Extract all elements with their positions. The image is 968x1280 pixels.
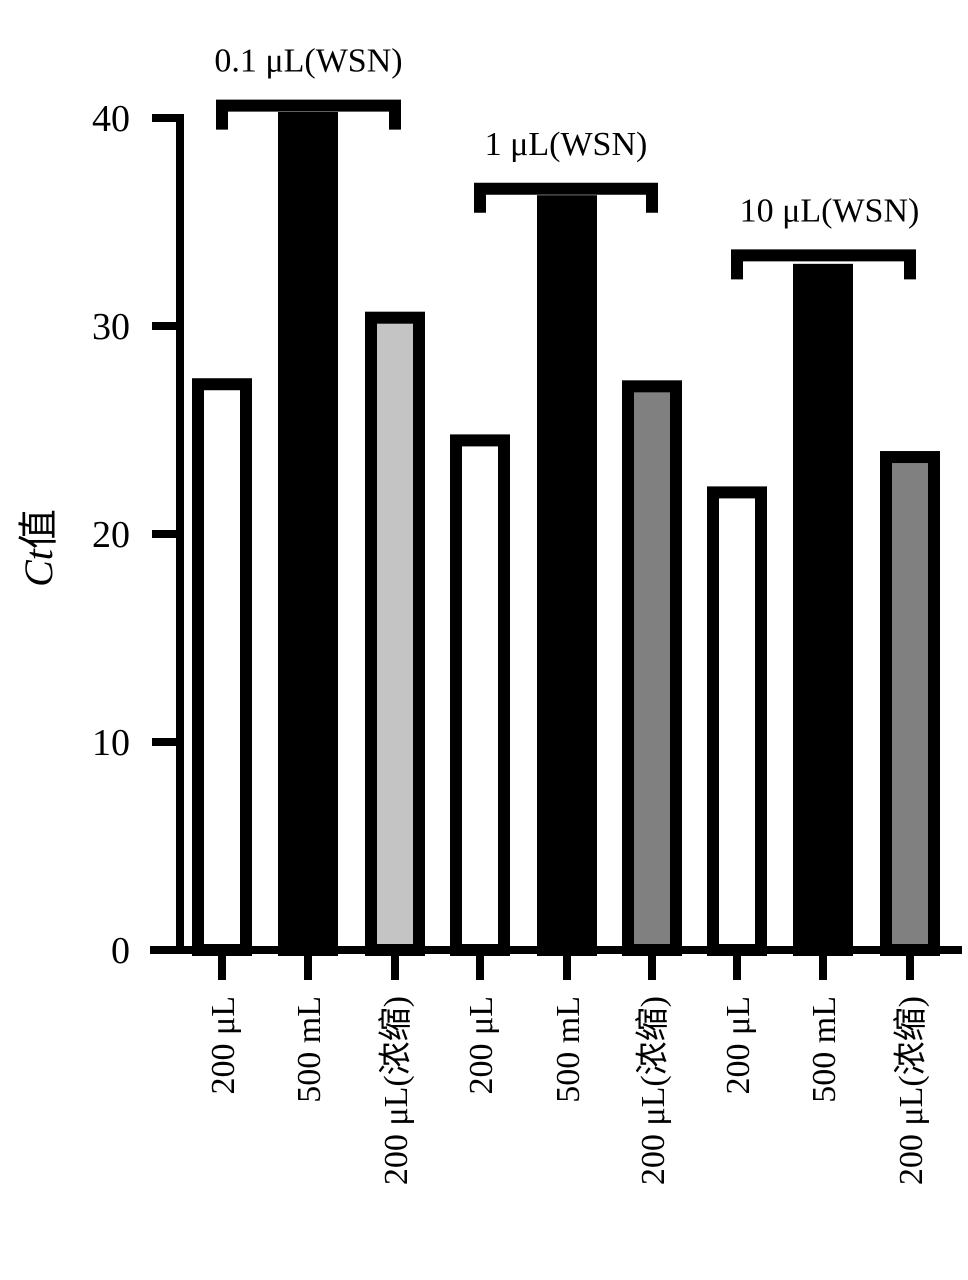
- bar: [707, 486, 767, 956]
- group-label: 1 μL(WSN): [485, 126, 648, 163]
- bar: [450, 434, 510, 956]
- x-tick-label: 200 μL(浓缩): [892, 996, 930, 1185]
- y-tick-label: 20: [92, 514, 130, 556]
- x-tick-label: 200 μL: [720, 996, 757, 1095]
- y-ticks-layer: 0 10 20 30 40: [92, 98, 180, 972]
- y-tick-label: 0: [111, 930, 130, 972]
- y-axis-label-italic: Ct: [16, 548, 61, 587]
- x-tick-label: 500 mL: [550, 996, 587, 1103]
- y-tick-label: 10: [92, 722, 130, 764]
- group-label: 0.1 μL(WSN): [214, 43, 402, 80]
- bar: [880, 451, 940, 956]
- x-tick-label: 500 mL: [291, 996, 328, 1103]
- y-tick-label: 40: [92, 98, 130, 140]
- group-label: 10 μL(WSN): [740, 192, 920, 229]
- bar: [192, 378, 252, 956]
- x-tick-label: 200 μL: [463, 996, 500, 1095]
- bar: [537, 195, 597, 956]
- x-ticks-layer: 200 μL 500 mL 200 μL(浓缩) 200 μL 500 mL 200 μL…: [205, 950, 930, 1185]
- x-tick-label: 200 μL: [205, 996, 242, 1095]
- y-axis-label: Ct值: [16, 509, 61, 587]
- y-tick-label: 30: [92, 306, 130, 348]
- bar: [793, 263, 853, 956]
- group-bracket: [731, 249, 916, 280]
- x-tick-label: 200 μL(浓缩): [377, 996, 415, 1185]
- bars-layer: [192, 112, 940, 956]
- bar: [278, 112, 338, 956]
- bar: [365, 311, 425, 956]
- y-axis-label-suffix: 值: [16, 509, 61, 549]
- x-tick-label: 500 mL: [806, 996, 843, 1103]
- x-tick-label: 200 μL(浓缩): [634, 996, 672, 1185]
- group-bracket: [474, 182, 658, 213]
- bar: [622, 380, 682, 956]
- group-brackets-layer: 0.1 μL(WSN) 1 μL(WSN) 10 μL(WSN): [214, 43, 919, 280]
- group-bracket: [216, 99, 401, 130]
